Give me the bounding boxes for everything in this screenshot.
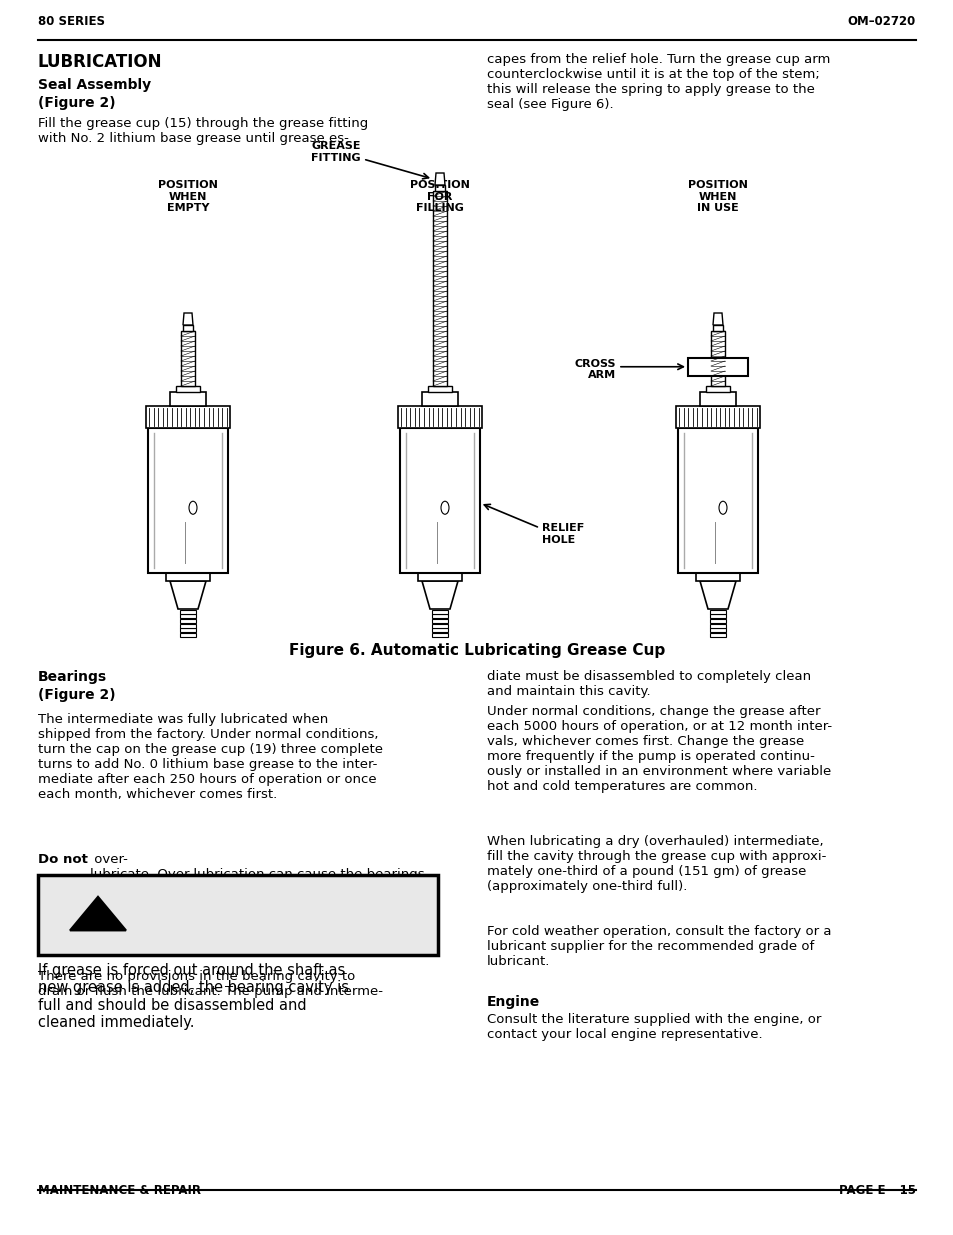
Polygon shape: [435, 173, 444, 185]
Bar: [700, 391, 735, 406]
Text: LUBRICATION: LUBRICATION: [38, 53, 162, 70]
Bar: [710, 331, 724, 387]
Text: !: !: [92, 905, 103, 925]
Text: (Figure 2): (Figure 2): [38, 688, 115, 701]
Text: Bearings: Bearings: [38, 671, 107, 684]
Bar: [432, 614, 448, 619]
Bar: [709, 632, 725, 637]
Text: GREASE
FITTING: GREASE FITTING: [311, 141, 360, 163]
Text: There are no provisions in the bearing cavity to
drain or flush the lubricant. T: There are no provisions in the bearing c…: [38, 969, 382, 998]
Bar: [709, 614, 725, 619]
Text: MAINTENANCE & REPAIR: MAINTENANCE & REPAIR: [38, 1184, 201, 1197]
Polygon shape: [421, 580, 457, 609]
Text: 80 SERIES: 80 SERIES: [38, 15, 105, 28]
Bar: [709, 619, 725, 622]
Text: POSITION
WHEN
EMPTY: POSITION WHEN EMPTY: [158, 180, 217, 214]
Text: The intermediate was fully lubricated when
shipped from the factory. Under norma: The intermediate was fully lubricated wh…: [38, 713, 382, 802]
Text: RELIEF
HOLE: RELIEF HOLE: [541, 522, 583, 545]
Polygon shape: [70, 897, 126, 930]
Text: POSITION
WHEN
IN USE: POSITION WHEN IN USE: [687, 180, 747, 214]
Bar: [709, 629, 725, 632]
Bar: [146, 406, 230, 429]
Bar: [696, 573, 740, 580]
Text: POSITION
FOR
FILLING: POSITION FOR FILLING: [410, 180, 470, 214]
Bar: [712, 325, 722, 331]
Bar: [705, 387, 729, 391]
Text: capes from the relief hole. Turn the grease cup arm
counterclockwise until it is: capes from the relief hole. Turn the gre…: [486, 53, 829, 111]
Text: Figure 6. Automatic Lubricating Grease Cup: Figure 6. Automatic Lubricating Grease C…: [289, 643, 664, 658]
Polygon shape: [712, 312, 722, 325]
Text: CAUTION: CAUTION: [183, 887, 393, 929]
Bar: [166, 573, 210, 580]
Text: Do not: Do not: [38, 853, 88, 866]
Bar: [417, 573, 461, 580]
Text: Consult the literature supplied with the engine, or
contact your local engine re: Consult the literature supplied with the…: [486, 1013, 821, 1041]
Bar: [432, 610, 448, 614]
Bar: [397, 406, 481, 429]
Bar: [183, 325, 193, 331]
Polygon shape: [700, 580, 735, 609]
Bar: [175, 387, 200, 391]
Text: For cold weather operation, consult the factory or a
lubricant supplier for the : For cold weather operation, consult the …: [486, 925, 831, 968]
Bar: [435, 185, 444, 191]
Polygon shape: [170, 580, 206, 609]
Bar: [432, 629, 448, 632]
Bar: [676, 406, 760, 429]
Bar: [180, 624, 195, 627]
Ellipse shape: [189, 501, 196, 514]
Text: When lubricating a dry (overhauled) intermediate,
fill the cavity through the gr: When lubricating a dry (overhauled) inte…: [486, 835, 825, 893]
Bar: [678, 429, 758, 573]
Text: If grease is forced out around the shaft as
new grease is added, the bearing cav: If grease is forced out around the shaft…: [38, 963, 349, 1030]
Bar: [180, 619, 195, 622]
Bar: [432, 632, 448, 637]
Text: Engine: Engine: [486, 995, 539, 1009]
Bar: [38, 876, 437, 955]
Bar: [181, 331, 194, 387]
Ellipse shape: [440, 501, 449, 514]
Text: Fill the grease cup (15) through the grease fitting
with No. 2 lithium base grea: Fill the grease cup (15) through the gre…: [38, 117, 368, 144]
Bar: [148, 429, 228, 573]
Bar: [399, 429, 479, 573]
Text: over-
lubricate. Over-lubrication can cause the bearings
to over-heat, resulting: over- lubricate. Over-lubrication can ca…: [90, 853, 435, 897]
Bar: [180, 629, 195, 632]
Text: (Figure 2): (Figure 2): [38, 96, 115, 110]
Polygon shape: [183, 312, 193, 325]
Bar: [180, 610, 195, 614]
Text: PAGE E – 15: PAGE E – 15: [838, 1184, 915, 1197]
Bar: [421, 391, 457, 406]
Bar: [432, 624, 448, 627]
Bar: [432, 619, 448, 622]
Text: CROSS
ARM: CROSS ARM: [574, 358, 616, 380]
Text: Seal Assembly: Seal Assembly: [38, 78, 151, 91]
Bar: [709, 610, 725, 614]
Text: diate must be disassembled to completely clean
and maintain this cavity.: diate must be disassembled to completely…: [486, 671, 810, 698]
Ellipse shape: [719, 501, 726, 514]
Bar: [180, 632, 195, 637]
Bar: [428, 387, 452, 391]
Bar: [687, 358, 747, 375]
Bar: [709, 624, 725, 627]
Bar: [170, 391, 206, 406]
Text: OM–02720: OM–02720: [847, 15, 915, 28]
Bar: [433, 191, 447, 387]
Text: Under normal conditions, change the grease after
each 5000 hours of operation, o: Under normal conditions, change the grea…: [486, 705, 831, 793]
Bar: [180, 614, 195, 619]
